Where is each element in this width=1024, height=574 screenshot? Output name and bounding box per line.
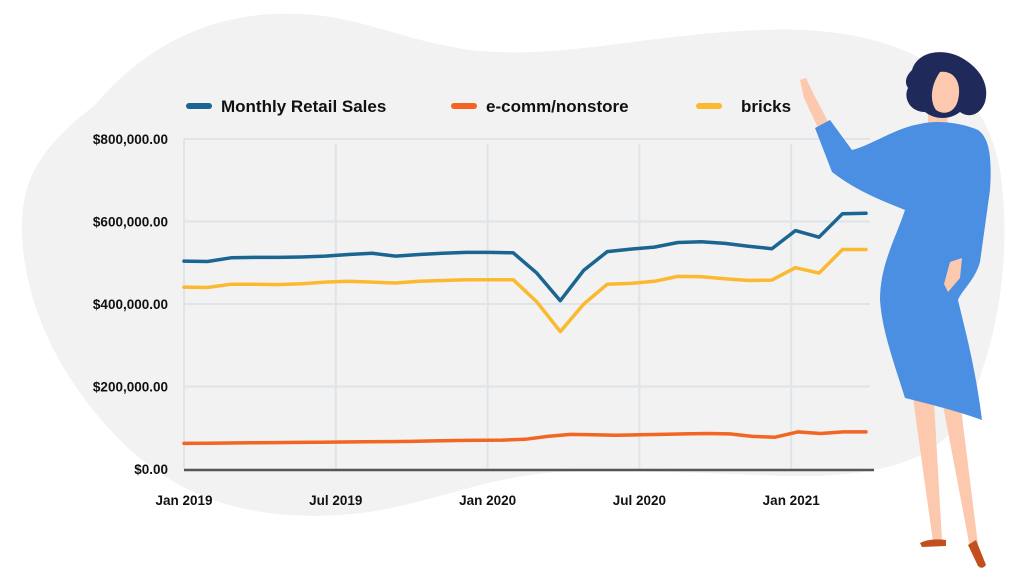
legend-label-monthly-retail-sales: Monthly Retail Sales: [221, 97, 386, 116]
y-tick-label: $600,000.00: [93, 215, 168, 230]
y-axis-ticks: $0.00 $200,000.00 $400,000.00 $600,000.00 $8…: [93, 132, 168, 477]
y-tick-label: $400,000.00: [93, 297, 168, 312]
grid: [183, 138, 870, 469]
legend-item-e-comm-nonstore[interactable]: e-comm/nonstore: [451, 97, 629, 116]
presenter-illustration: [800, 52, 991, 568]
x-tick-label: Jan 2021: [763, 493, 821, 508]
x-tick-label: Jul 2020: [613, 493, 666, 508]
series-line-e-comm-nonstore: [182, 430, 868, 446]
x-axis-ticks: Jan 2019 Jul 2019 Jan 2020 Jul 2020 Jan 2021: [155, 493, 820, 508]
raised-hand: [800, 78, 828, 128]
y-tick-label: $800,000.00: [93, 132, 168, 147]
leg-front: [913, 398, 942, 542]
hip-hand: [944, 258, 962, 292]
shoe-back: [968, 540, 986, 568]
legend-label-e-comm-nonstore: e-comm/nonstore: [486, 97, 629, 116]
dress: [815, 120, 991, 420]
x-tick-label: Jan 2020: [459, 493, 516, 508]
series-line-bricks: [182, 247, 868, 334]
leg-back: [942, 400, 978, 548]
shoe-front: [920, 539, 946, 547]
series-layer: [182, 211, 868, 446]
y-tick-label: $0.00: [134, 462, 168, 477]
legend-item-monthly-retail-sales[interactable]: Monthly Retail Sales: [186, 97, 386, 116]
face: [931, 71, 960, 113]
legend: Monthly Retail Sales e-comm/nonstore bri…: [186, 97, 791, 116]
x-tick-label: Jul 2019: [309, 493, 362, 508]
y-tick-label: $200,000.00: [93, 380, 168, 395]
x-tick-label: Jan 2019: [155, 493, 212, 508]
legend-label-bricks: bricks: [741, 97, 791, 116]
legend-item-bricks[interactable]: bricks: [696, 97, 791, 116]
series-line-monthly-retail-sales: [182, 211, 868, 303]
